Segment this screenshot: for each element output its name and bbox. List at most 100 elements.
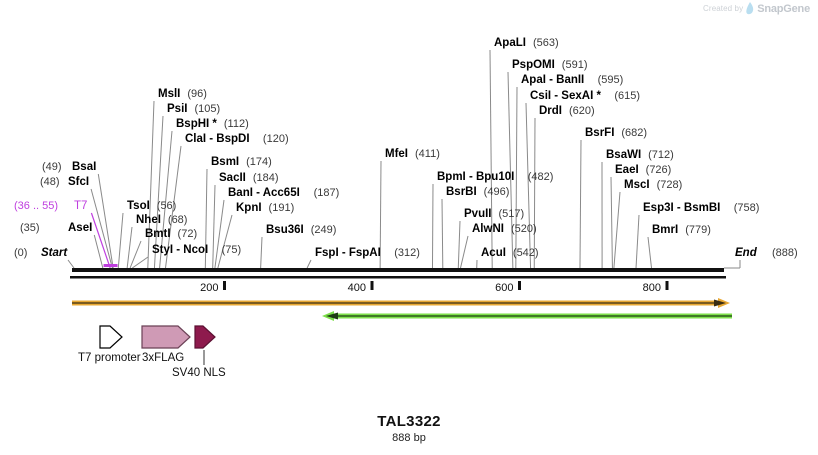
restriction-site-name: PspOMI <box>512 59 555 71</box>
feature-3xflag[interactable]: 3xFLAG <box>141 325 191 364</box>
site-leader-line <box>515 86 518 269</box>
ruler-tick-label: 400 <box>348 282 366 294</box>
restriction-site-position: (591) <box>562 59 588 71</box>
site-leader-line <box>489 49 493 269</box>
ruler-tick-mark <box>370 281 374 290</box>
watermark-brand: SnapGene <box>757 2 810 15</box>
start-end-markers: (0) Start End (888) <box>14 247 798 269</box>
feature-sv40-nls[interactable]: SV40 NLS <box>172 325 226 379</box>
restriction-site-position: (517) <box>498 208 524 220</box>
snapgene-watermark: Created by SnapGene <box>703 2 810 15</box>
feature-label: SV40 NLS <box>172 367 226 379</box>
site-leader-line <box>533 117 536 269</box>
restriction-site-name: SfcI <box>68 176 89 188</box>
restriction-site-position: (120) <box>263 133 289 145</box>
restriction-site-position: (75) <box>222 244 242 256</box>
feature-tracks <box>72 298 732 321</box>
restriction-site-position: (68) <box>168 214 188 226</box>
backbone <box>70 268 726 279</box>
restriction-site-position: (520) <box>511 223 537 235</box>
site-leader-line <box>93 234 104 269</box>
site-leader-line <box>90 212 111 269</box>
restriction-site-position: (779) <box>685 224 711 236</box>
orf-reverse-track <box>322 311 732 321</box>
restriction-site-position: (411) <box>415 148 440 160</box>
restriction-site-position: (563) <box>533 37 559 49</box>
restriction-site-name: KpnI <box>236 202 262 214</box>
restriction-site-position: (56) <box>157 200 177 212</box>
site-leader-line <box>212 184 216 269</box>
restriction-site-position: (105) <box>194 103 220 115</box>
site-leader-line <box>159 130 173 269</box>
restriction-site-position: (174) <box>246 156 272 168</box>
restriction-site-position: (312) <box>394 247 420 259</box>
site-leader-line <box>379 160 382 269</box>
site-leader-line <box>613 191 621 269</box>
site-leader-line <box>117 212 124 269</box>
site-leader-line <box>153 115 164 269</box>
restriction-site-position: (726) <box>646 164 672 176</box>
restriction-site-name: Bsu36I <box>266 224 304 236</box>
restriction-site-name: BmtI <box>145 228 171 240</box>
feature-arrow[interactable] <box>141 325 191 349</box>
restriction-site-position: (184) <box>253 172 279 184</box>
snapgene-flame-logo <box>746 2 754 15</box>
site-leader-line <box>90 188 113 269</box>
feature-arrows: T7 promoter 3xFLAG SV40 NLS <box>78 325 226 379</box>
site-leader-line <box>217 214 233 269</box>
ruler-tick-label: 600 <box>495 282 513 294</box>
site-leader-line <box>647 236 653 269</box>
restriction-site-name: PvuII <box>464 208 491 220</box>
restriction-site-name: BanI - Acc65I <box>228 187 300 199</box>
feature-label: 3xFLAG <box>142 352 184 364</box>
restriction-site-position: (72) <box>178 228 198 240</box>
site-leader-line <box>610 176 613 269</box>
restriction-site-position: (758) <box>734 202 760 214</box>
site-leader-line <box>306 259 312 269</box>
feature-t7-promoter[interactable]: T7 promoter <box>78 325 141 364</box>
restriction-site-position: (482) <box>528 171 554 183</box>
site-leader-line <box>635 214 640 269</box>
restriction-site-name: PsiI <box>167 103 187 115</box>
site-leader-line <box>457 220 461 269</box>
restriction-site-name: MfeI <box>385 148 408 160</box>
feature-label: T7 promoter <box>78 352 141 364</box>
ruler-tick-mark <box>518 281 521 290</box>
restriction-site-name: AcuI <box>481 247 506 259</box>
restriction-site-position: (112) <box>224 118 249 130</box>
site-leader-line <box>525 102 532 269</box>
ruler-tick-label: 800 <box>643 282 661 294</box>
ruler-tick-mark <box>665 281 669 290</box>
restriction-site-name: DrdI <box>539 105 562 117</box>
restriction-site-name: FspI - FspAI <box>315 247 381 259</box>
restriction-site-position: (682) <box>621 127 647 139</box>
site-leader-line <box>126 226 133 269</box>
restriction-site-name: EaeI <box>615 164 639 176</box>
end-label: End <box>735 247 758 259</box>
site-leader-line <box>147 100 155 269</box>
site-leader-line <box>431 183 434 269</box>
restriction-site-name: ClaI - BspDI <box>185 133 250 145</box>
orf-forward-track <box>72 298 730 308</box>
ruler-tick-label: 200 <box>200 282 218 294</box>
restriction-site-name: BsrBI <box>446 186 477 198</box>
restriction-site-position: (249) <box>311 224 337 236</box>
restriction-site-name: CsiI - SexAI * <box>530 90 601 102</box>
restriction-site-position: (595) <box>598 74 624 86</box>
restriction-site-name: BsaWI <box>606 149 641 161</box>
restriction-site-position: (620) <box>569 105 595 117</box>
end-position: (888) <box>772 247 798 259</box>
page-title: TAL3322 <box>377 413 441 430</box>
site-leader-line <box>579 139 582 269</box>
restriction-site-name: BsaI <box>72 161 96 173</box>
restriction-site-position: (712) <box>648 149 674 161</box>
t7-promoter-highlight <box>103 264 118 267</box>
site-leader-line <box>507 71 514 269</box>
restriction-site-position: (49) <box>42 161 62 173</box>
feature-arrow[interactable] <box>99 325 123 349</box>
restriction-site-position: (496) <box>484 186 510 198</box>
feature-arrow[interactable] <box>194 325 216 349</box>
restriction-site-name: NheI <box>136 214 161 226</box>
restriction-site-position: (728) <box>657 179 683 191</box>
